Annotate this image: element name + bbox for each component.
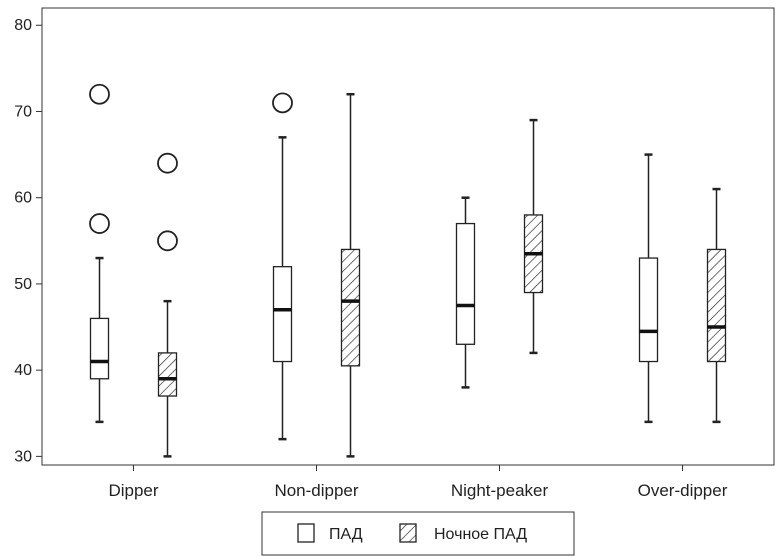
x-category-label: Over-dipper	[638, 481, 728, 500]
box-night-pad	[157, 152, 178, 458]
outlier-point	[157, 230, 178, 252]
y-tick-label: 70	[14, 103, 32, 120]
box-night-pad	[706, 187, 727, 424]
box-group	[89, 83, 727, 458]
y-tick-label: 40	[14, 362, 32, 379]
outlier-point	[89, 213, 110, 234]
axes: 30 40 50 60 70 80 Dipper Non-dipper Night-peaker…	[14, 7, 775, 500]
box-iqr	[157, 352, 178, 397]
outlier-point	[272, 92, 293, 114]
box-night-pad	[523, 118, 544, 355]
x-category-label: Dipper	[108, 481, 158, 500]
legend-swatch-night-pad	[399, 523, 417, 543]
x-category-label: Non-dipper	[274, 481, 358, 500]
box-iqr	[638, 257, 659, 363]
box-pad	[272, 92, 293, 441]
box-pad	[89, 83, 110, 424]
y-tick-label: 60	[14, 190, 32, 207]
y-tick-label: 30	[14, 448, 32, 465]
legend: ПАД Ночное ПАД	[261, 511, 575, 556]
y-tick-label: 50	[14, 276, 32, 293]
plot-frame	[41, 7, 775, 466]
y-tick-label: 80	[14, 17, 32, 34]
legend-label-pad: ПАД	[329, 526, 363, 543]
box-iqr	[272, 266, 293, 363]
box-pad	[455, 196, 476, 389]
x-category-label: Night-peaker	[451, 481, 549, 500]
outlier-point	[157, 152, 178, 174]
box-iqr	[455, 222, 476, 345]
outlier-point	[89, 83, 110, 105]
box-pad	[638, 153, 659, 424]
box-iqr	[89, 317, 110, 380]
box-iqr	[706, 248, 727, 363]
box-iqr	[340, 248, 361, 367]
legend-swatch-pad	[297, 523, 315, 543]
box-night-pad	[340, 92, 361, 458]
legend-label-night-pad: Ночное ПАД	[434, 526, 527, 543]
